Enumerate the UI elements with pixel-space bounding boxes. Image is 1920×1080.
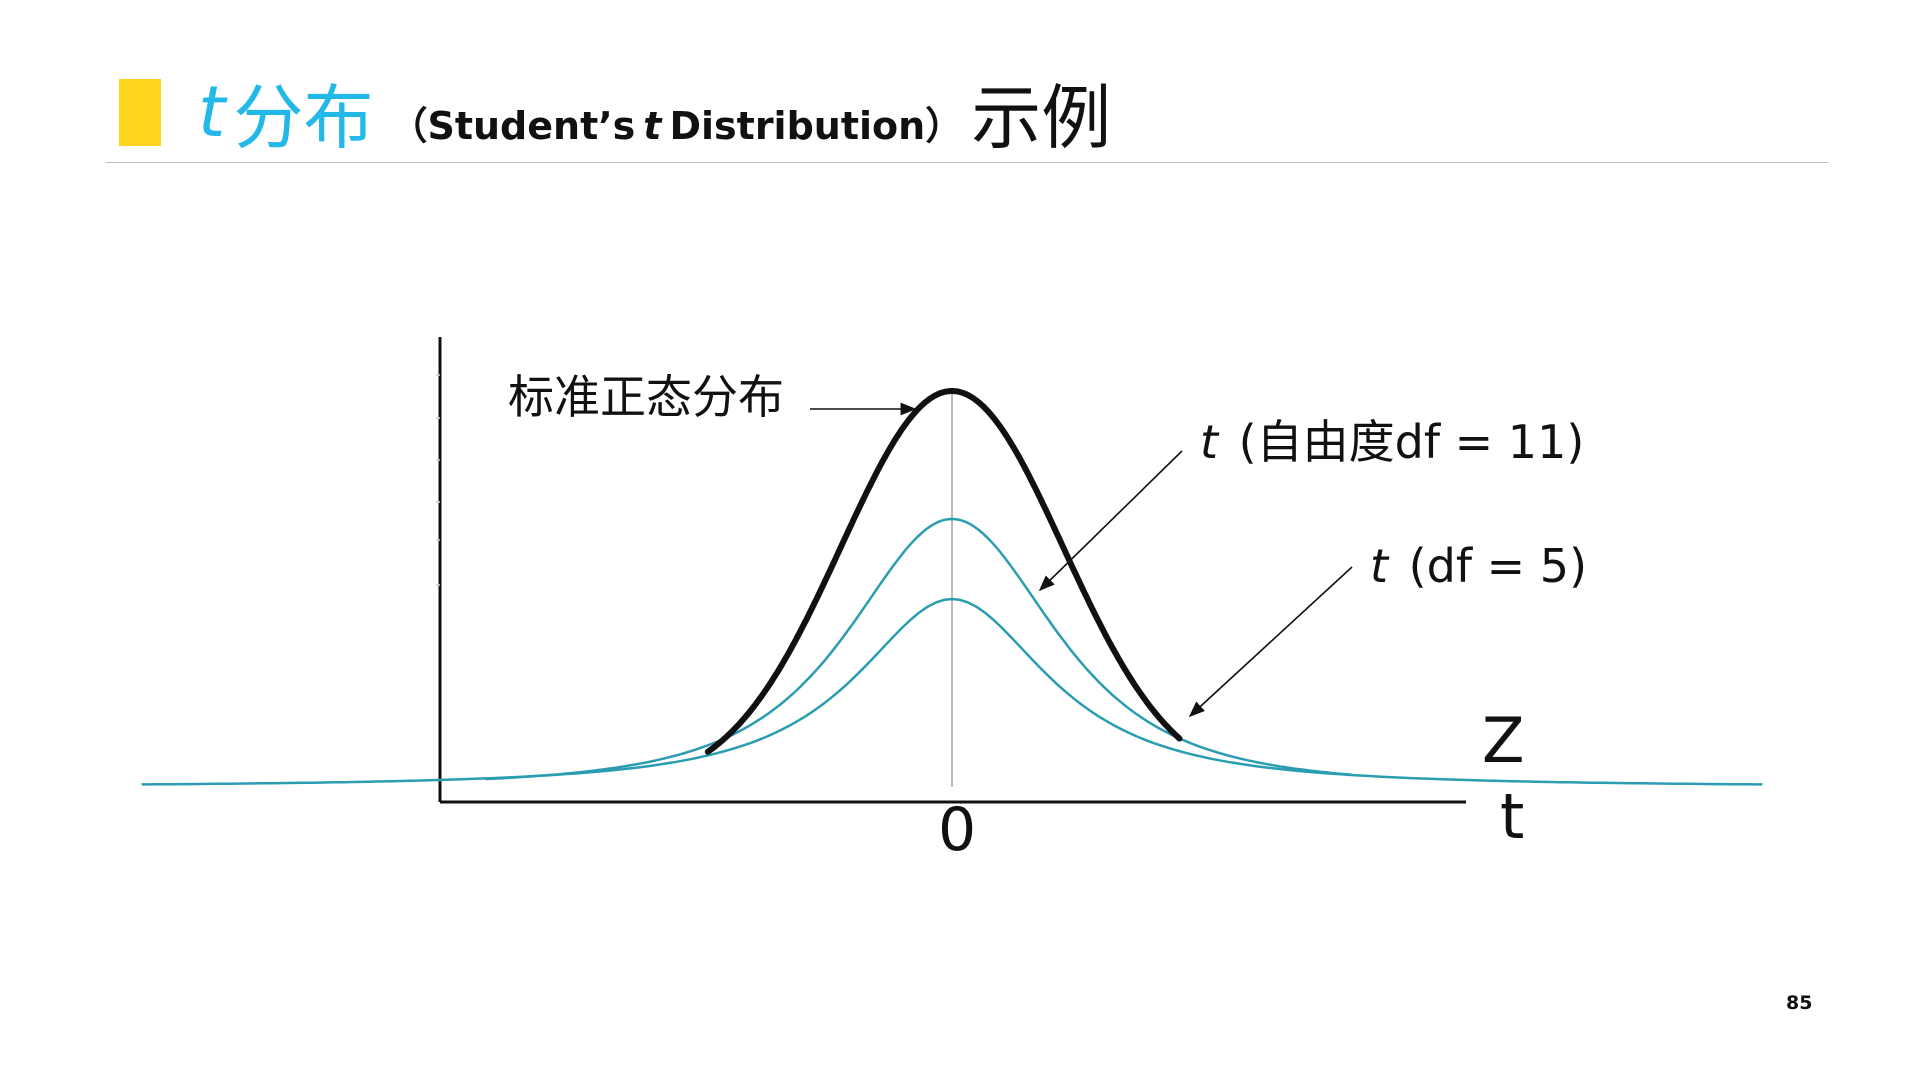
t-df11-curve: [485, 517, 1352, 781]
title-sub-italic: t: [643, 103, 662, 148]
df11-arrow: [1038, 450, 1183, 592]
page-number: 85: [1786, 992, 1813, 1014]
title-subtitle: （Student’s t Distribution）: [389, 95, 963, 150]
slide-title: t 分布 （Student’s t Distribution） 示例: [198, 62, 1111, 162]
df5-label-italic: t: [1370, 539, 1390, 593]
df11-label-italic: t: [1200, 415, 1220, 469]
title-italic-t: t: [198, 71, 226, 153]
standard-normal-curve: [704, 388, 1183, 755]
title-main: 分布: [233, 76, 374, 159]
df11-label: t (自由度df = 11): [1200, 415, 1584, 469]
normal-label: 标准正态分布: [508, 370, 784, 424]
t-axis-label: t: [1500, 780, 1524, 853]
df5-label-text: (df = 5): [1409, 539, 1587, 593]
zero-label: 0: [938, 795, 976, 865]
y-axis-ticks: [436, 374, 440, 586]
title-sub-close: Distribution）: [669, 103, 964, 148]
title-tail: 示例: [971, 76, 1112, 159]
title-accent-bar: [119, 79, 161, 146]
t-df5-curve: [141, 597, 1763, 786]
title-sub-open: （Student’s: [389, 103, 636, 148]
z-axis-label: Z: [1482, 704, 1524, 777]
df5-arrow: [1188, 566, 1353, 718]
title-divider: [106, 162, 1828, 163]
df5-label: t (df = 5): [1370, 539, 1587, 593]
df11-label-text: (自由度df = 11): [1239, 415, 1585, 469]
